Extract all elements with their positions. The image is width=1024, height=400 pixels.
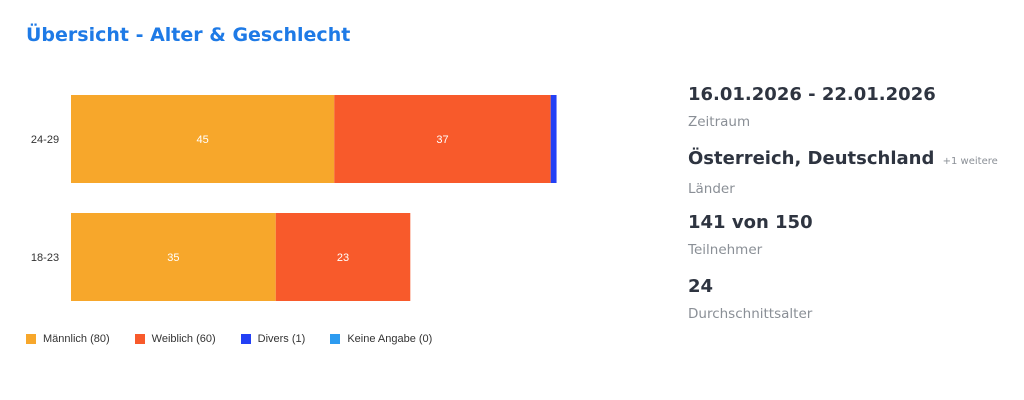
chart-legend: Männlich (80) Weiblich (60) Divers (1) K… xyxy=(26,333,457,345)
stat-label-durchschnittsalter: Durchschnittsalter xyxy=(688,306,813,322)
more-countries-link[interactable]: +1 weitere xyxy=(942,156,998,167)
legend-item-divers[interactable]: Divers (1) xyxy=(240,333,306,345)
legend-swatch-weiblich xyxy=(134,334,145,344)
stat-value-teilnehmer: 141 von 150 xyxy=(688,212,998,234)
stat-value-text: 141 von 150 xyxy=(688,212,813,233)
legend-swatch-divers xyxy=(240,334,251,344)
bar-24-29-maennlich[interactable] xyxy=(71,95,335,183)
stat-value-durchschnittsalter: 24 xyxy=(688,276,998,298)
stat-value-zeitraum: 16.01.2026 - 22.01.2026 xyxy=(688,84,998,106)
stat-value-text: 16.01.2026 - 22.01.2026 xyxy=(688,84,936,105)
bar-24-29-weiblich[interactable] xyxy=(334,95,551,183)
stat-label-laender: Länder xyxy=(688,181,735,197)
legend-label-maennlich: Männlich (80) xyxy=(43,333,110,345)
category-label-18-23: 18-23 xyxy=(31,252,59,264)
stat-zeitraum: 16.01.2026 - 22.01.2026 Zeitraum xyxy=(688,84,998,148)
data-label-18-23-maennlich: 35 xyxy=(167,252,179,264)
data-label-24-29-weiblich: 37 xyxy=(436,134,448,146)
legend-item-maennlich[interactable]: Männlich (80) xyxy=(26,333,110,345)
category-label-24-29: 24-29 xyxy=(31,134,59,146)
stat-label-teilnehmer: Teilnehmer xyxy=(688,242,763,258)
age-gender-chart: 24-29 45 37 18-23 35 23 xyxy=(31,95,557,301)
legend-swatch-keine-angabe xyxy=(330,334,341,344)
legend-item-weiblich[interactable]: Weiblich (60) xyxy=(134,333,216,345)
summary-stats: 16.01.2026 - 22.01.2026 Zeitraum Österre… xyxy=(688,84,998,340)
bar-18-23-maennlich[interactable] xyxy=(71,213,276,301)
legend-label-weiblich: Weiblich (60) xyxy=(151,333,216,345)
bar-24-29-divers[interactable] xyxy=(550,95,557,183)
legend-label-divers: Divers (1) xyxy=(257,333,306,345)
stat-label-zeitraum: Zeitraum xyxy=(688,114,751,130)
legend-label-keine-angabe: Keine Angabe (0) xyxy=(347,333,433,345)
stat-value-text: 24 xyxy=(688,276,714,297)
legend-swatch-maennlich xyxy=(26,334,36,344)
stat-value-text: Österreich, Deutschland xyxy=(688,148,935,169)
data-label-18-23-weiblich: 23 xyxy=(337,252,349,264)
stat-laender: Österreich, Deutschland +1 weitere Lände… xyxy=(688,148,998,212)
page-title: Übersicht - Alter & Geschlecht xyxy=(26,24,351,46)
stat-value-laender: Österreich, Deutschland +1 weitere xyxy=(688,148,998,173)
bar-18-23-weiblich[interactable] xyxy=(275,213,411,301)
legend-item-keine-angabe[interactable]: Keine Angabe (0) xyxy=(330,333,432,345)
stat-teilnehmer: 141 von 150 Teilnehmer xyxy=(688,212,998,276)
data-label-24-29-maennlich: 45 xyxy=(197,134,209,146)
stat-durchschnittsalter: 24 Durchschnittsalter xyxy=(688,276,998,340)
